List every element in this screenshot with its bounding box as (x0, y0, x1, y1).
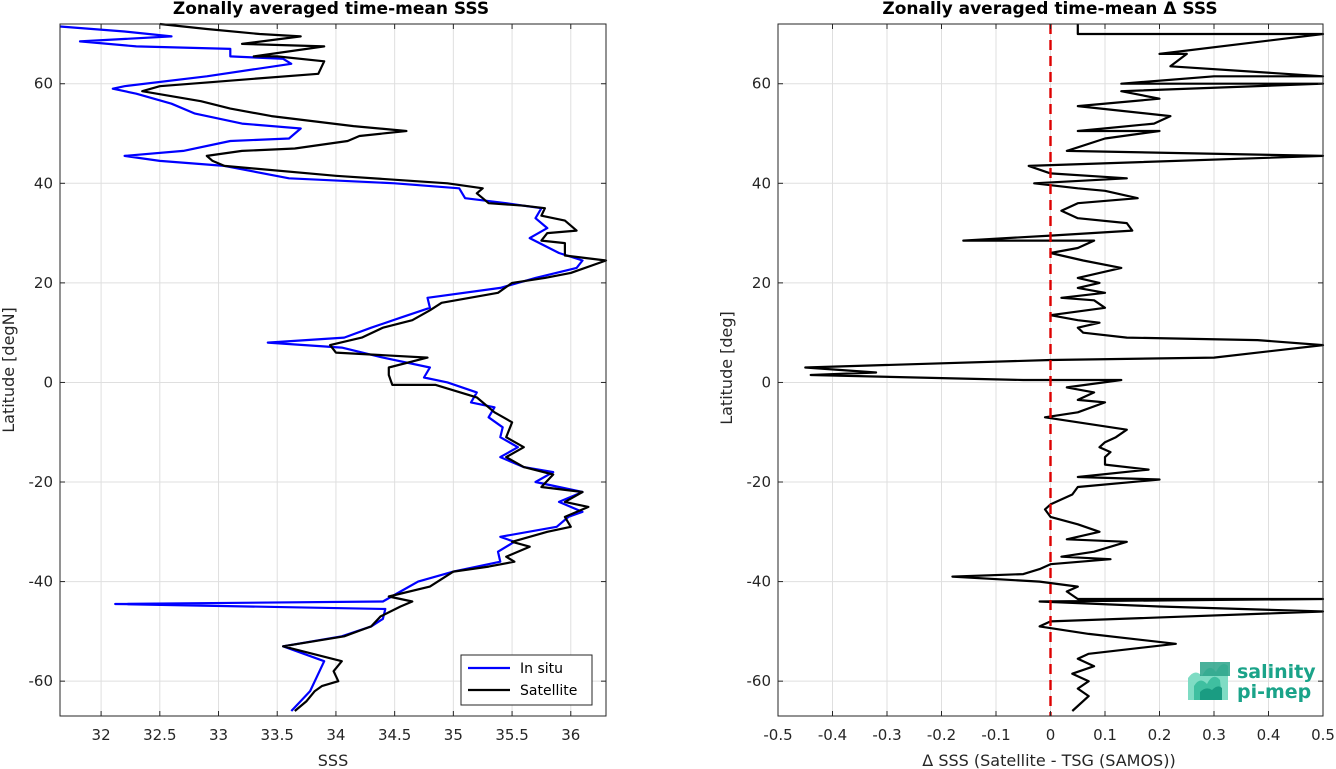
left-x-ticks: 32 32.5 33 33.5 34 34.5 35 35.5 36 (92, 24, 580, 744)
logo-text-line1: salinity (1237, 661, 1316, 683)
logo-text-line2: pi-mep (1237, 681, 1311, 703)
x-tick-label: 34.5 (378, 726, 411, 744)
x-tick-label: 0.2 (1148, 726, 1172, 744)
y-tick-label: 60 (752, 75, 771, 93)
left-axes-frame (59, 23, 607, 717)
y-tick-label: 20 (752, 274, 771, 292)
x-tick-label: -0.5 (763, 726, 792, 744)
left-panel: Zonally averaged time-mean SSS 32 32.5 33 3… (0, 0, 608, 769)
y-tick-label: 60 (34, 75, 53, 93)
x-tick-label: -0.3 (872, 726, 901, 744)
y-tick-label: -20 (29, 473, 54, 491)
x-tick-label: 32 (92, 726, 111, 744)
y-tick-label: -20 (747, 473, 772, 491)
left-grid (60, 24, 606, 716)
left-x-axis-label: SSS (318, 751, 348, 769)
legend-box (460, 654, 593, 706)
x-tick-label: 34 (326, 726, 345, 744)
x-tick-label: 0 (1046, 726, 1056, 744)
right-x-ticks: -0.5 -0.4 -0.3 -0.2 -0.1 0 0.1 0.2 0.3 0.4 0.5 (763, 24, 1335, 744)
x-tick-label: 35 (444, 726, 463, 744)
series-line-in-situ (59, 25, 584, 712)
y-tick-label: -40 (29, 573, 54, 591)
x-tick-label: 35.5 (495, 726, 528, 744)
series-line-delta-sss (804, 24, 1325, 712)
right-panel: Zonally averaged time-mean Δ SSS -0.5 -0.… (717, 0, 1335, 769)
left-chart-title: Zonally averaged time-mean SSS (173, 0, 489, 19)
salinity-pi-mep-logo: salinity pi-mep (1188, 661, 1316, 703)
x-tick-label: -0.2 (927, 726, 956, 744)
left-y-ticks: -60 -40 -20 0 20 40 60 (29, 75, 606, 690)
left-y-axis-label: Latitude [degN] (0, 307, 18, 433)
x-tick-label: 33.5 (261, 726, 294, 744)
right-series (804, 24, 1325, 712)
legend-label-satellite: Satellite (520, 683, 577, 699)
y-tick-label: 0 (43, 373, 53, 391)
logo-wave-icon (1188, 662, 1230, 700)
x-tick-label: -0.1 (981, 726, 1010, 744)
right-chart-title: Zonally averaged time-mean Δ SSS (882, 0, 1217, 19)
left-series (59, 22, 608, 712)
y-tick-label: 20 (34, 274, 53, 292)
right-x-axis-label: Δ SSS (Satellite - TSG (SAMOS)) (922, 751, 1175, 769)
legend: In situ Satellite (460, 654, 593, 706)
y-tick-label: 40 (752, 174, 771, 192)
y-tick-label: 0 (761, 373, 771, 391)
series-line-satellite (141, 22, 608, 712)
x-tick-label: 0.3 (1202, 726, 1226, 744)
right-y-axis-label: Latitude [deg] (717, 311, 736, 425)
right-y-ticks: -60 -40 -20 0 20 40 60 (747, 75, 1323, 690)
x-tick-label: 0.1 (1093, 726, 1117, 744)
x-tick-label: 32.5 (143, 726, 176, 744)
y-tick-label: -60 (29, 672, 54, 690)
legend-label-in-situ: In situ (520, 661, 563, 677)
x-tick-label: 36 (561, 726, 580, 744)
y-tick-label: -40 (747, 573, 772, 591)
y-tick-label: -60 (747, 672, 772, 690)
x-tick-label: 0.5 (1311, 726, 1335, 744)
x-tick-label: 0.4 (1257, 726, 1281, 744)
x-tick-label: 33 (209, 726, 228, 744)
y-tick-label: 40 (34, 174, 53, 192)
x-tick-label: -0.4 (818, 726, 847, 744)
